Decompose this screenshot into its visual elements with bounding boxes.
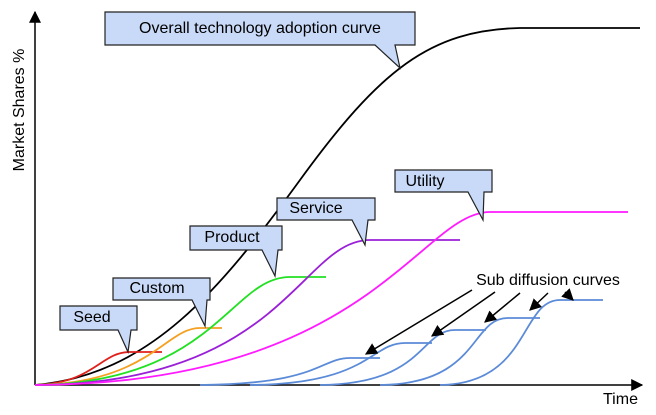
callout-box [112,277,211,329]
callout-label: Seed [73,309,110,326]
callout-label: Custom [129,280,184,297]
callout-box [394,169,493,223]
y-axis-label: Market Shares % [11,49,28,172]
callout-label: Utility [405,173,444,190]
sub-curves [199,299,603,386]
callout-box [104,11,416,70]
callout-box [189,225,283,279]
service-curve [34,239,460,386]
overall-curve [34,27,640,386]
callout-box [59,305,138,355]
callout-label: Service [289,200,342,217]
x-axis-label: Time [603,391,638,408]
utility-curve [34,211,628,386]
callout-label: Product [204,229,260,246]
annotation-arrows [364,288,574,355]
callout-box [276,197,376,248]
product-curve [34,276,326,386]
callout-label: Overall technology adoption curve [139,20,381,37]
annotation: Sub diffusion curves [476,272,620,289]
seed-curve [34,351,162,386]
